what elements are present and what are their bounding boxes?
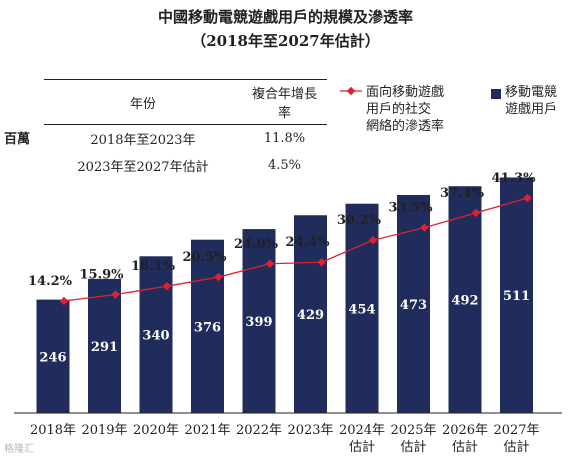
bar-value-label: 246 [39,350,66,365]
penetration-line [63,197,528,302]
line-point [111,290,120,299]
x-tick-label: 2021年 [184,423,230,438]
bar-value-label: 376 [194,320,221,335]
cagr-rate: 11.8% [263,131,306,146]
legend-line-label: 面向移動遊戲 用戶的社交 網絡的滲透率 [366,84,476,135]
bar [500,177,533,413]
line-data-label: 18.1% [131,259,176,274]
legend-line-label-line: 網絡的滲透率 [366,119,445,134]
bar-value-label: 340 [142,329,169,344]
x-tick-label: 估計 [400,439,426,455]
bar-value-label: 429 [297,308,324,323]
legend-bar-swatch [491,89,501,99]
cagr-header-row: 年份 複合年增長率 [44,79,327,125]
x-tick-label: 2026年 [442,423,488,438]
legend-bar-label: 移動電競 遊戲用戶 [505,84,571,118]
bar [88,278,121,413]
legend-line-swatch [340,86,362,96]
legend-bar-label-line: 遊戲用戶 [505,102,558,117]
cagr-rate: 4.5% [267,158,302,173]
line-data-label: 14.2% [28,274,73,289]
line-data-label: 41.3% [491,171,536,186]
bar-value-label: 454 [348,302,375,317]
line-data-label: 37.4% [440,186,485,201]
legend-line-label-line: 用戶的社交 [366,102,432,117]
line-data-label: 33.5% [388,201,433,216]
x-tick-label: 2018年 [30,423,76,438]
x-tick-label: 2020年 [133,423,179,438]
line-point [214,272,223,282]
cagr-row: 2023年至2027年估計 4.5% [44,152,327,179]
line-point [317,257,326,267]
bar-value-label: 291 [91,340,118,355]
x-tick-label: 2025年 [390,423,436,438]
cagr-period: 2023年至2027年估計 [77,160,209,175]
line-data-label: 24.0% [234,237,279,252]
bar [448,186,482,413]
bar [36,299,70,413]
line-point [420,223,429,232]
watermark-logo: 格隆汇 [4,444,34,455]
line-data-label: 30.2% [337,213,382,228]
x-tick-label: 2022年 [236,423,282,438]
line-point [368,235,378,245]
chart-subtitle: （2018年至2027年估計） [191,32,380,50]
bar-value-label: 511 [503,289,530,304]
cagr-header-rate: 複合年增長率 [242,79,327,125]
line-point [471,208,481,218]
line-data-label: 15.9% [79,268,124,283]
x-tick-label: 估計 [503,439,529,455]
x-tick-label: 2027年 [493,423,539,438]
bar-value-label: 473 [400,298,427,313]
line-point [265,259,275,268]
unit-label: 百萬 [4,132,31,147]
line-point [162,281,172,291]
cagr-table: 年份 複合年增長率 2018年至2023年 11.8% 2023年至2027年估… [44,79,327,179]
x-tick-label: 2019年 [81,423,127,438]
legend-bar-label-line: 移動電競 [505,85,558,100]
cagr-period: 2018年至2023年 [90,133,196,148]
line-data-label: 24.4% [285,235,330,250]
chart-title: 中國移動電競遊戲用戶的規模及滲透率 [157,8,413,26]
bar [191,239,224,413]
line-point [59,296,69,306]
bar-value-label: 399 [245,315,272,330]
bar [294,215,327,413]
line-data-label: 20.5% [182,250,227,265]
x-tick-label: 估計 [452,439,478,455]
cagr-row: 2018年至2023年 11.8% [44,125,327,153]
x-tick-label: 2023年 [287,423,333,438]
x-tick-label: 2024年 [339,423,385,438]
bar-value-label: 492 [451,294,478,309]
legend-line-label-line: 面向移動遊戲 [366,85,445,100]
cagr-header-year: 年份 [44,79,242,125]
x-tick-label: 估計 [349,439,375,455]
